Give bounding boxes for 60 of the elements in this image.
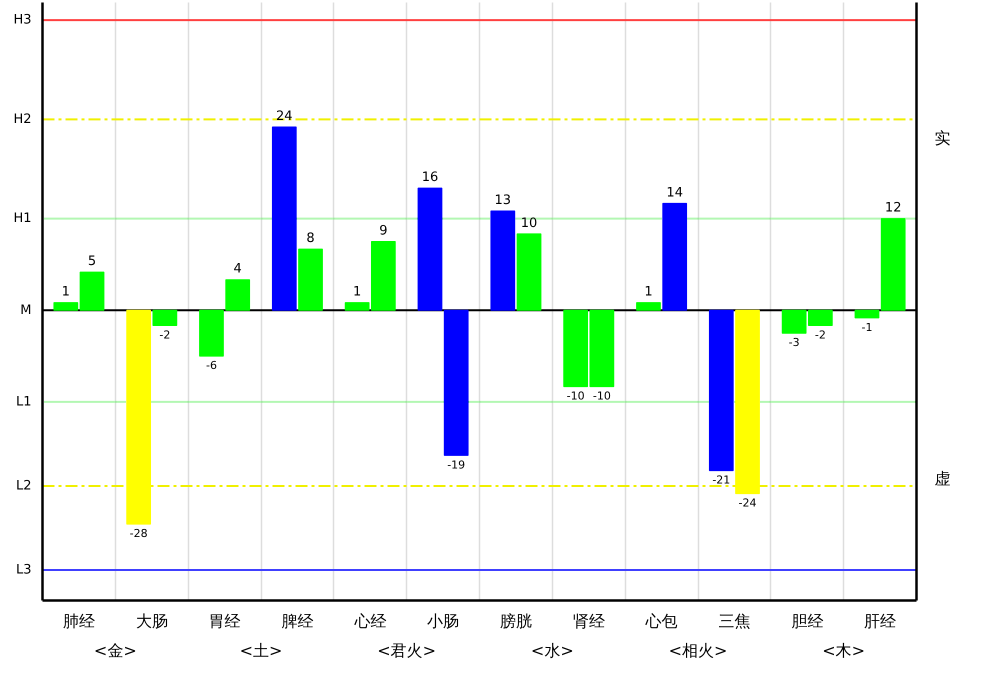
x-tick-label: 胃经: [208, 612, 241, 630]
text: <水>: [530, 640, 574, 660]
text: <君火>: [377, 640, 436, 660]
x-tick-label: 胆经: [791, 612, 824, 630]
x-tick-label: 脾经: [281, 612, 314, 630]
data-label: -2: [814, 328, 826, 342]
x-tick-label: 大肠: [136, 612, 168, 630]
data-label: 16: [422, 170, 438, 186]
bar: [708, 310, 734, 472]
x-tick-label: 三焦: [718, 612, 750, 630]
bar: [152, 310, 178, 326]
x-tick-label: 肝经: [864, 612, 896, 630]
ref-line-label: H1: [13, 211, 32, 226]
data-label: 4: [234, 262, 242, 277]
data-label: -19: [447, 458, 466, 472]
data-label: 10: [520, 216, 538, 231]
x-tick-label: 肺经: [62, 612, 95, 630]
data-label: -28: [130, 527, 148, 540]
ref-line-label: H2: [13, 112, 32, 127]
ref-line-label: M: [20, 302, 32, 318]
data-label: 12: [884, 200, 902, 216]
text: 虚: [934, 469, 950, 488]
data-label: -10: [566, 390, 585, 403]
x-tick-label: 小肠: [427, 612, 460, 630]
x-tick-label: 膀胱: [500, 612, 532, 630]
data-label: -2: [159, 328, 170, 342]
bar: [735, 310, 760, 494]
data-label: -1: [861, 320, 872, 334]
data-label: 8: [306, 231, 315, 246]
data-label: 1: [353, 284, 362, 300]
data-label: -10: [592, 390, 611, 403]
x-tick-label: 肾经: [572, 612, 605, 630]
bar: [126, 310, 152, 525]
data-label: 5: [88, 254, 96, 270]
data-label: -6: [206, 359, 217, 372]
data-label: 1: [644, 284, 653, 300]
bar: [662, 202, 688, 311]
data-label: 1: [62, 284, 70, 300]
bar: [490, 210, 516, 311]
ref-line-label: L3: [16, 562, 32, 578]
bar: [298, 248, 323, 311]
text: <相火>: [668, 640, 728, 660]
data-label: -3: [788, 336, 800, 350]
ref-line-label: L2: [16, 478, 32, 494]
data-label: -21: [712, 474, 730, 487]
data-label: 14: [666, 185, 683, 200]
text: 实: [934, 128, 950, 148]
ref-line-label: H3: [13, 12, 32, 28]
bar: [636, 302, 661, 311]
bar: [272, 126, 297, 311]
text: <土>: [240, 640, 282, 660]
text: <金>: [94, 640, 137, 660]
x-tick-label: 心经: [353, 612, 386, 630]
text: <木>: [822, 640, 866, 660]
ref-line-label: L1: [16, 394, 32, 410]
data-label: 9: [379, 224, 388, 239]
x-tick-label: 心包: [644, 612, 678, 630]
data-label: -24: [738, 496, 757, 510]
data-label: 13: [494, 193, 512, 208]
bar: [516, 233, 542, 311]
